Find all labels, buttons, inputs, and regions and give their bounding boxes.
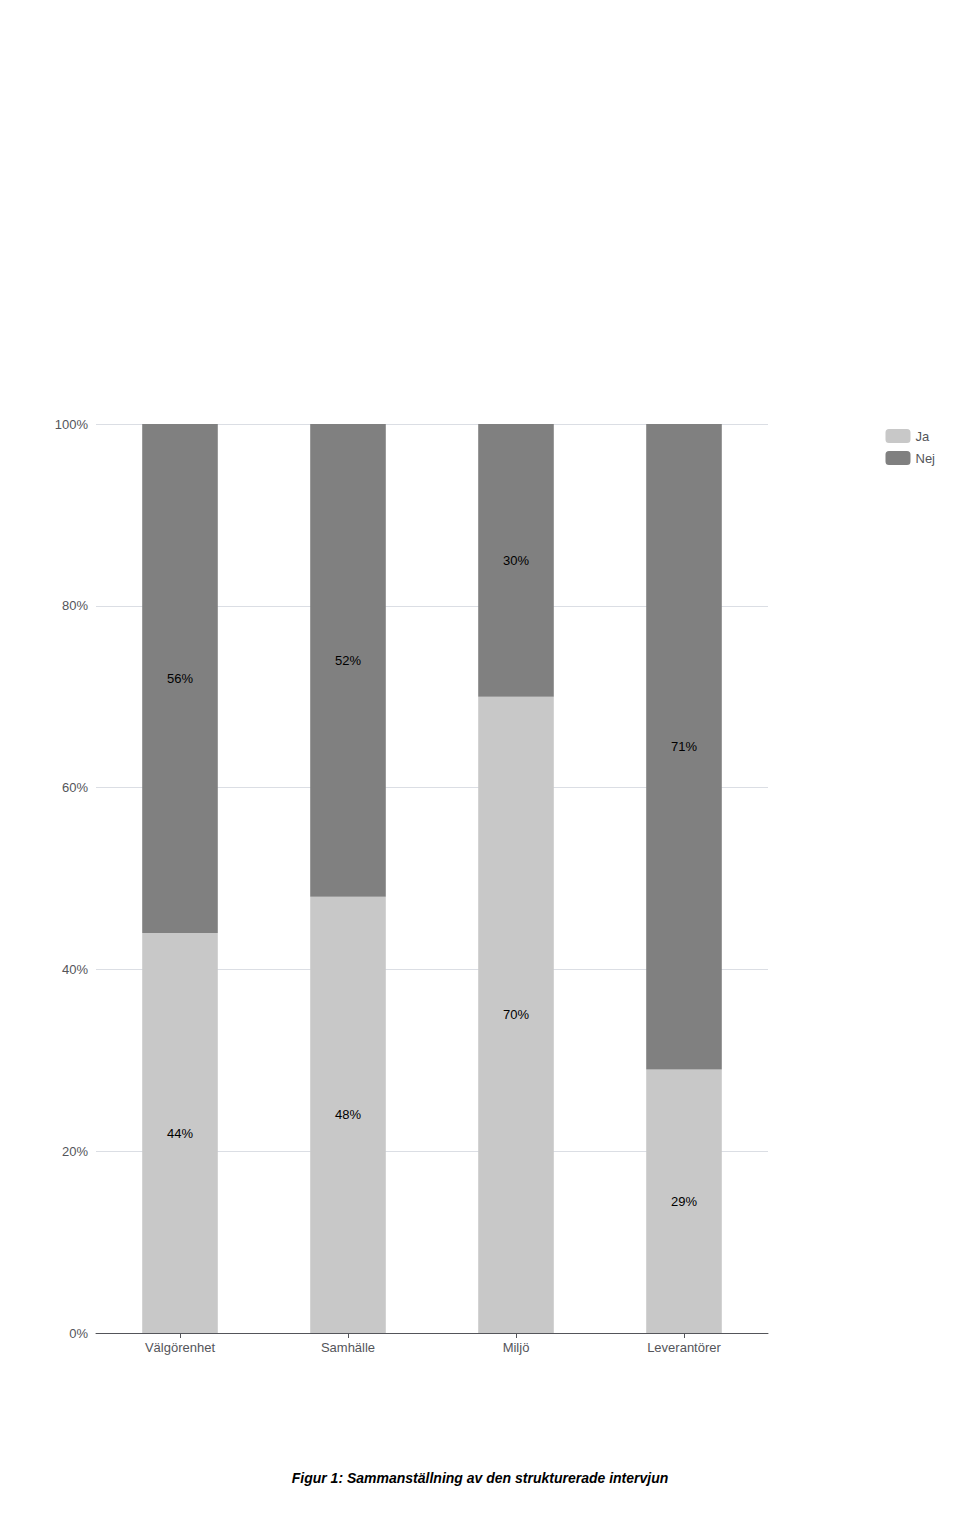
svg-text:Nej: Nej [915, 451, 935, 466]
svg-text:100%: 100% [55, 417, 89, 432]
svg-text:70%: 70% [503, 1007, 529, 1022]
svg-text:52%: 52% [335, 653, 361, 668]
svg-text:Leverantörer: Leverantörer [647, 1340, 721, 1355]
svg-text:Ja: Ja [915, 429, 930, 444]
svg-text:48%: 48% [335, 1107, 361, 1122]
svg-text:Välgörenhet: Välgörenhet [145, 1340, 215, 1355]
svg-text:20%: 20% [62, 1144, 88, 1159]
svg-text:29%: 29% [671, 1194, 697, 1209]
svg-text:56%: 56% [167, 671, 193, 686]
svg-text:80%: 80% [62, 598, 88, 613]
svg-text:Miljö: Miljö [503, 1340, 530, 1355]
svg-text:Figur 1: Sammanställning av de: Figur 1: Sammanställning av den struktur… [292, 1470, 669, 1486]
svg-text:60%: 60% [62, 780, 88, 795]
svg-text:40%: 40% [62, 962, 88, 977]
svg-text:71%: 71% [671, 739, 697, 754]
svg-text:44%: 44% [167, 1126, 193, 1141]
svg-text:Samhälle: Samhälle [321, 1340, 375, 1355]
svg-text:0%: 0% [69, 1326, 88, 1341]
svg-text:30%: 30% [503, 553, 529, 568]
